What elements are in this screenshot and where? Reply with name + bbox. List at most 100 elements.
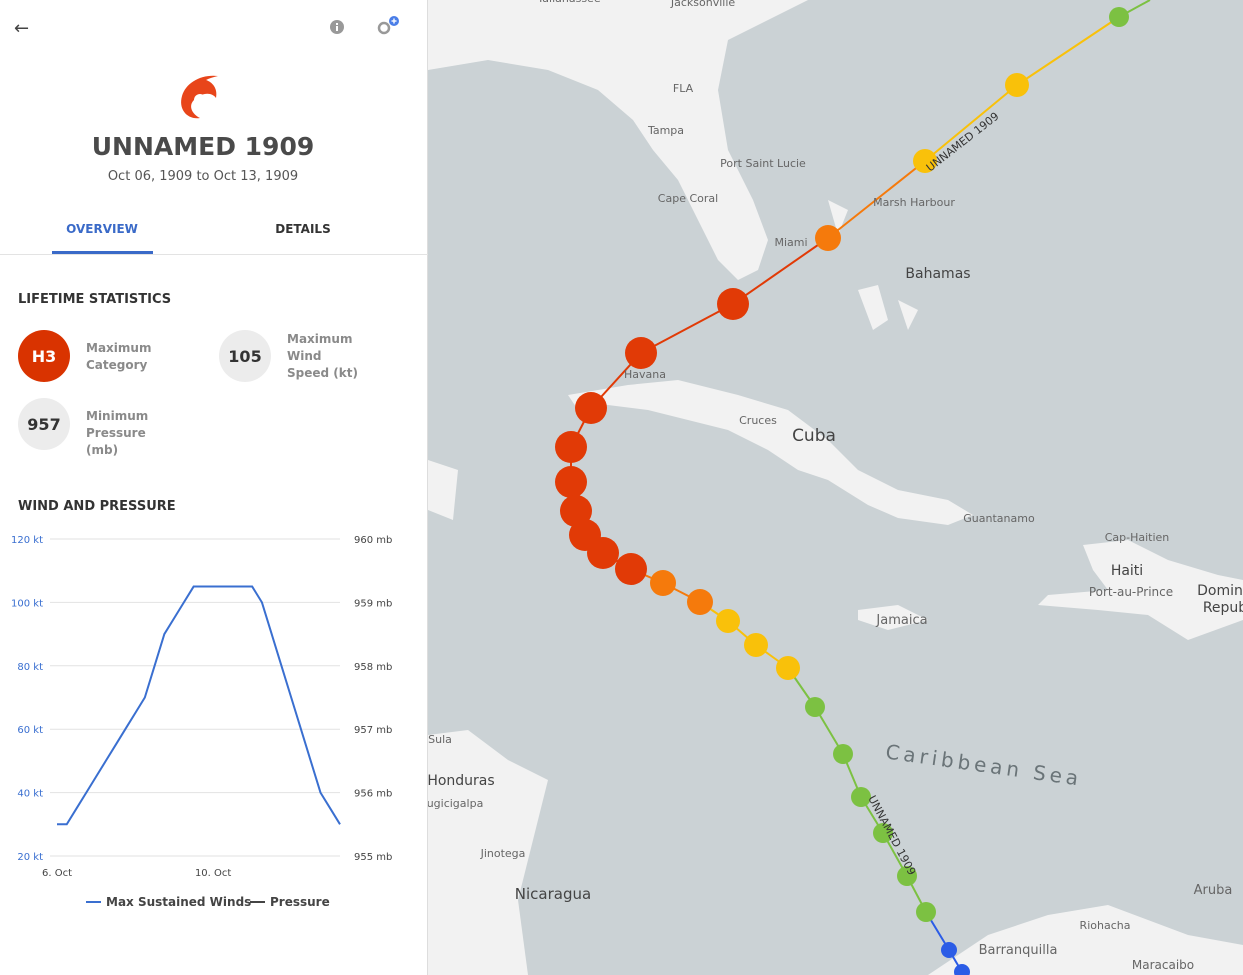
track-point [575, 392, 607, 424]
storm-title: UNNAMED 1909 [91, 132, 315, 161]
chart: 20 kt 40 kt 60 kt 80 kt 100 kt 120 kt 955 mb 95… [11, 535, 392, 909]
track-point [560, 495, 592, 527]
stat-label: Maximum Wind Speed (kt) [287, 332, 358, 380]
track-point [555, 431, 587, 463]
series-line [57, 585, 341, 826]
legend-label: Max Sustained Winds [106, 895, 251, 909]
track-segment [1016, 16, 1120, 86]
track-segment [827, 160, 926, 239]
y-tick-label: 40 kt [17, 789, 43, 800]
y2-tick-label: 960 mb [354, 535, 392, 546]
map-label: Jinotega [480, 847, 526, 860]
y2-tick-label: 957 mb [354, 725, 392, 736]
track-point [555, 466, 587, 498]
map-label: Havana [624, 368, 666, 381]
track-point [833, 744, 853, 764]
map-label: Miami [774, 236, 807, 249]
track-point [744, 633, 768, 657]
section-heading: LIFETIME STATISTICS [18, 292, 172, 307]
tab[interactable]: OVERVIEW [66, 222, 138, 236]
map-label: Tampa [647, 124, 684, 137]
stat-label: Minimum Pressure (mb) [86, 409, 149, 457]
map-label: Cap-Haitien [1105, 531, 1170, 544]
divider [0, 254, 428, 255]
map-label: Sula [428, 733, 452, 746]
tab[interactable]: DETAILS [275, 222, 331, 236]
map-label: ugicigalpa [428, 797, 483, 810]
map-label: Port Saint Lucie [720, 157, 806, 170]
x-tick-label: 10. Oct [195, 868, 231, 879]
map-label: FLA [673, 82, 694, 95]
track-point [851, 787, 871, 807]
track-point [941, 942, 957, 958]
track-point [687, 589, 713, 615]
chart-title: WIND AND PRESSURE [18, 499, 176, 514]
map-label: Riohacha [1080, 919, 1131, 932]
map-label: Cruces [739, 414, 777, 427]
stat-label: Maximum Category [86, 341, 152, 372]
track-point [916, 902, 936, 922]
track-point [815, 225, 841, 251]
track-segment [640, 303, 734, 354]
track-point [650, 570, 676, 596]
storm-dates: Oct 06, 1909 to Oct 13, 1909 [107, 169, 299, 184]
track-segment [732, 237, 829, 305]
legend-label: Pressure [270, 895, 330, 909]
map-label: Jacksonville [670, 0, 736, 9]
track-point [897, 866, 917, 886]
map-label: Cuba [792, 426, 836, 446]
y-tick-label: 100 kt [11, 598, 43, 609]
map-label: Nicaragua [515, 885, 591, 903]
map-label: Maracaibo [1132, 958, 1194, 972]
y2-tick-label: 959 mb [354, 598, 392, 609]
stat-value: H3 [18, 330, 70, 382]
tab-underline [52, 251, 153, 254]
track-point [716, 609, 740, 633]
back-button[interactable]: ← [14, 18, 30, 39]
y-tick-label: 20 kt [17, 852, 43, 863]
water [428, 0, 1243, 975]
info-icon[interactable] [329, 19, 345, 35]
map-label: Bahamas [905, 266, 970, 282]
map-label: Port-au-Prince [1089, 585, 1173, 599]
map-label: Jamaica [875, 613, 927, 628]
map-label: Cape Coral [658, 192, 718, 205]
track-segment [924, 84, 1018, 162]
map-label: Barranquilla [979, 943, 1058, 958]
y-tick-label: 60 kt [17, 725, 43, 736]
map-label: Tallahassee [536, 0, 600, 5]
y-tick-label: 120 kt [11, 535, 43, 546]
track-point [873, 823, 893, 843]
track-point [615, 553, 647, 585]
y2-tick-label: 958 mb [354, 662, 392, 673]
land [428, 0, 1243, 975]
track-icon[interactable] [376, 15, 402, 37]
map-label: Domin [1197, 583, 1243, 599]
track-point [776, 656, 800, 680]
map-label: Marsh Harbour [873, 196, 955, 209]
map-label: Haiti [1111, 563, 1143, 579]
y2-tick-label: 955 mb [354, 852, 392, 863]
track-point [805, 697, 825, 717]
track-point [1005, 73, 1029, 97]
map-label: Aruba [1194, 883, 1233, 898]
x-tick-label: 6. Oct [42, 868, 72, 879]
track-point [587, 537, 619, 569]
track-point [717, 288, 749, 320]
sidebar: ← UNNAMED 1909 Oct 06, 1909 to Oct 13, 1… [0, 0, 428, 975]
map-label: Repub [1203, 600, 1243, 616]
y2-tick-label: 956 mb [354, 789, 392, 800]
stat-value: 957 [18, 398, 70, 450]
y-tick-label: 80 kt [17, 662, 43, 673]
track-point [954, 964, 970, 975]
stat-value: 105 [219, 330, 271, 382]
track-point [913, 149, 937, 173]
storm-logo [181, 75, 218, 119]
map-label: Honduras [428, 773, 495, 789]
track-point [625, 337, 657, 369]
track-point [1109, 7, 1129, 27]
map-label: Guantanamo [963, 512, 1035, 525]
